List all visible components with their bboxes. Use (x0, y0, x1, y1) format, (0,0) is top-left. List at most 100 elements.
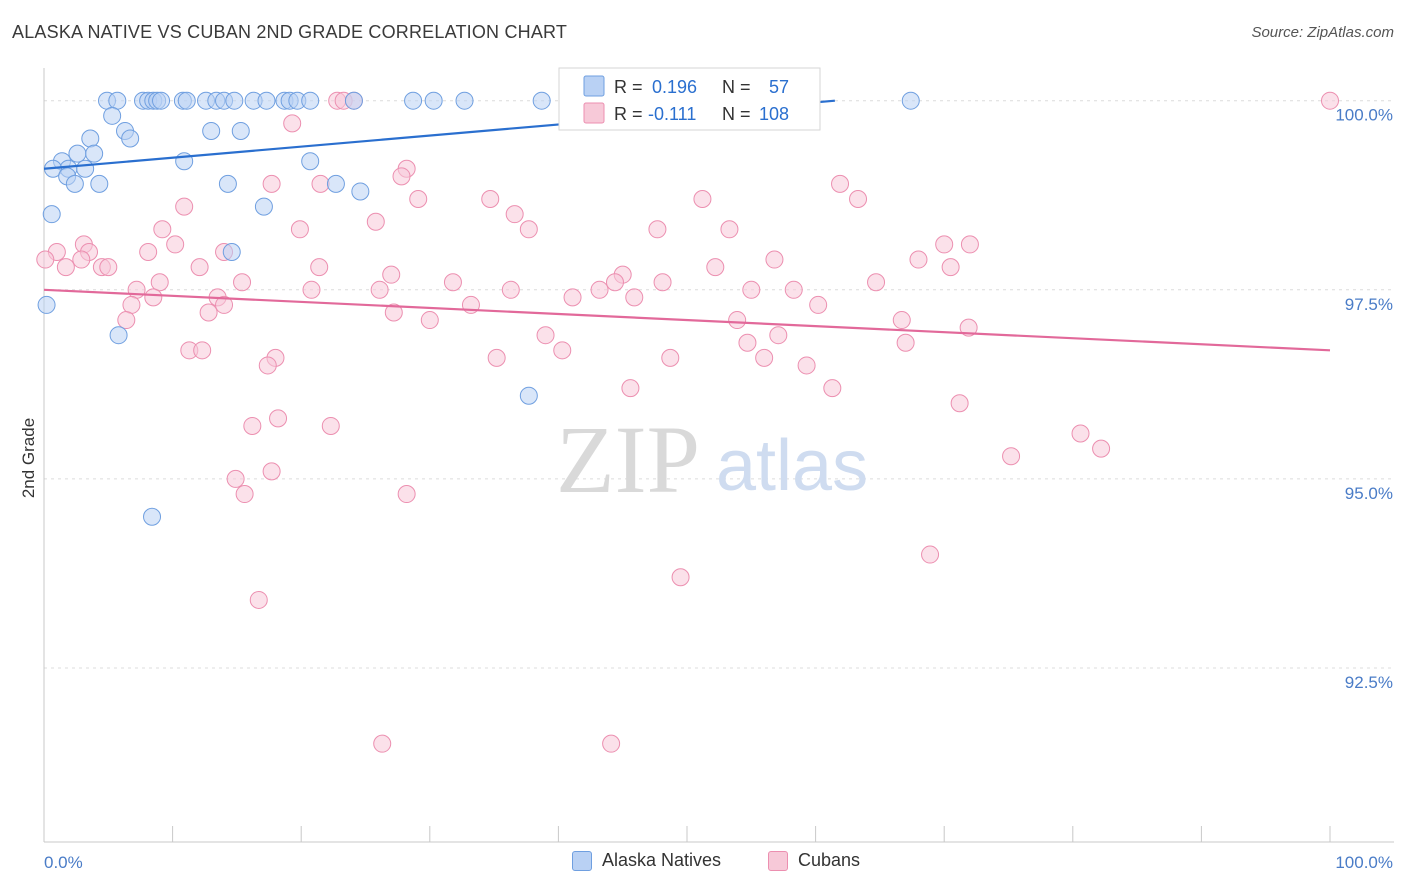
legend-bottom: Alaska Natives Cubans (0, 850, 1406, 878)
cubans-point (397, 485, 416, 504)
x-tick-label-start: 0.0% (44, 853, 83, 872)
alaska-natives-swatch (572, 850, 592, 871)
legend-blue-swatch (583, 75, 605, 97)
legend-item-cubans[interactable]: Cubans (768, 850, 860, 871)
alaska-natives-point (519, 386, 538, 405)
alaska-natives-point (225, 91, 244, 110)
cubans-point (693, 190, 712, 209)
alaska-natives-point (901, 91, 920, 110)
cubans-point (321, 416, 340, 435)
cubans-point (258, 356, 277, 375)
cubans-point (1321, 91, 1339, 110)
cubans-point (193, 341, 212, 360)
legend-r-value-2: -0.111 (648, 104, 696, 124)
cubans-point (605, 273, 624, 292)
cubans-point (553, 341, 572, 360)
cubans-point (373, 734, 392, 753)
cubans-point (1071, 424, 1090, 443)
chart-title: ALASKA NATIVE VS CUBAN 2ND GRADE CORRELA… (12, 22, 568, 42)
grid-layer (44, 100, 1394, 669)
cubans-point (823, 379, 842, 398)
legend-item-alaska-natives[interactable]: Alaska Natives (572, 850, 721, 871)
alaska-natives-point (65, 174, 84, 193)
cubans-point (262, 174, 281, 193)
cubans-point (311, 174, 330, 193)
alaska-natives-point (85, 144, 104, 163)
cubans-point (563, 288, 582, 307)
watermark-atlas: atlas (716, 426, 868, 506)
cubans-point (409, 190, 428, 209)
alaska-natives-point (68, 144, 87, 163)
alaska-natives-point (404, 91, 423, 110)
cubans-point (941, 258, 960, 277)
cubans-trend-line (43, 288, 1331, 352)
cubans-point (653, 273, 672, 292)
cubans-point (590, 280, 609, 299)
cubans-point (226, 469, 245, 488)
cubans-point (262, 462, 281, 481)
cubans-point (1002, 447, 1021, 466)
alaska-natives-point (108, 91, 127, 110)
cubans-point (366, 212, 385, 231)
cubans-point (290, 220, 309, 239)
legend-pink-swatch (583, 102, 605, 124)
alaska-natives-point (218, 174, 237, 193)
alaska-natives-point (344, 91, 363, 110)
cubans-point (1092, 439, 1111, 458)
cubans-point (849, 190, 868, 209)
y-axis-title: 2nd Grade (19, 418, 38, 498)
cubans-point (809, 295, 828, 314)
legend-r-value-1: 0.196 (652, 77, 697, 97)
alaska-natives-point (326, 174, 345, 193)
cubans-point (728, 311, 747, 330)
y-tick-label: 95.0% (1345, 484, 1393, 503)
alaska-natives-point (222, 242, 241, 261)
cubans-swatch (768, 850, 788, 871)
cubans-point (621, 379, 640, 398)
y-tick-label: 97.5% (1345, 295, 1393, 314)
alaska-natives-point (424, 91, 443, 110)
alaska-natives-point (121, 129, 140, 148)
cubans-point (36, 250, 55, 269)
cubans-point (831, 174, 850, 193)
alaska-natives-point (455, 91, 474, 110)
alaska-natives-point (301, 91, 320, 110)
legend-stats: R = 0.196 N = 57 R = -0.111 N = 108 (558, 67, 821, 131)
cubans-point (784, 280, 803, 299)
alaska-natives-point (143, 507, 162, 526)
cubans-points (36, 91, 1339, 753)
cubans-point (648, 220, 667, 239)
cubans-point (602, 734, 621, 753)
cubans-point (765, 250, 784, 269)
cubans-point (443, 273, 462, 292)
cubans-point (166, 235, 185, 254)
cubans-point (738, 333, 757, 352)
cubans-point (950, 394, 969, 413)
cubans-point (742, 280, 761, 299)
alaska-natives-point (81, 129, 100, 148)
cubans-point (867, 273, 886, 292)
cubans-point (127, 280, 146, 299)
cubans-point (269, 409, 288, 428)
cubans-point (505, 205, 524, 224)
alaska-natives-point (231, 121, 250, 140)
cubans-point (215, 295, 234, 314)
alaska-natives-point (76, 159, 95, 178)
cubans-point (139, 242, 158, 261)
cubans-point (960, 235, 979, 254)
alaska-natives-point (109, 326, 128, 345)
legend-r-label-2: R = (614, 104, 643, 124)
cubans-point (519, 220, 538, 239)
cubans-point (501, 280, 520, 299)
alaska-natives-point (152, 91, 171, 110)
alaska-natives-point (177, 91, 196, 110)
cubans-point (959, 318, 978, 337)
cubans-point (310, 258, 329, 277)
alaska-natives-point (257, 91, 276, 110)
alaska-natives-point (37, 295, 56, 314)
cubans-point (661, 348, 680, 367)
source-label: Source: ZipAtlas.com (1251, 24, 1394, 41)
y-tick-label: 92.5% (1345, 673, 1393, 692)
cubans-point (384, 303, 403, 322)
